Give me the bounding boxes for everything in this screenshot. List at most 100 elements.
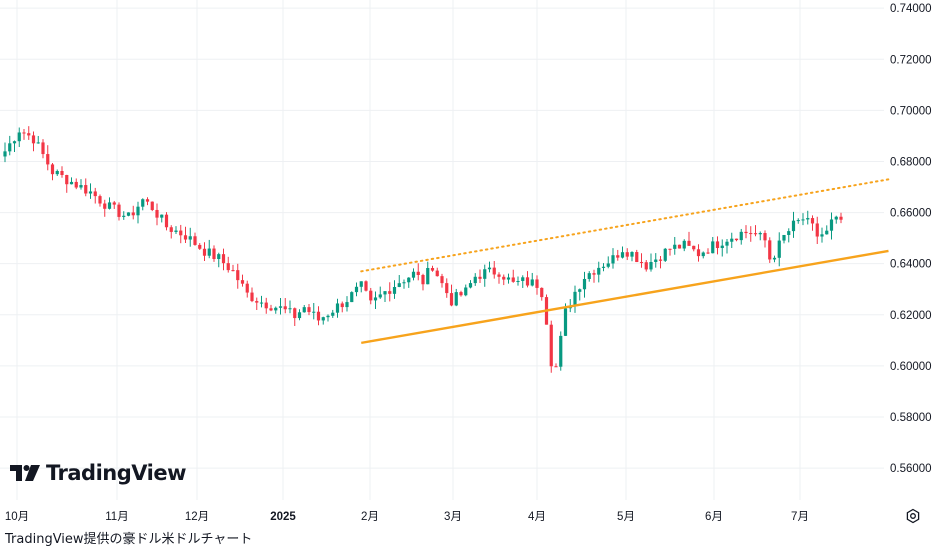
candle-body <box>530 279 534 286</box>
candle-body <box>17 132 21 142</box>
candle-body <box>506 277 511 280</box>
candle-body <box>259 302 264 304</box>
candle-body <box>88 191 93 194</box>
candle-body <box>369 290 373 301</box>
candle-body <box>559 335 563 367</box>
candle-body <box>820 234 824 237</box>
candle-body <box>715 241 720 249</box>
candle-body <box>478 276 482 279</box>
candle-body <box>639 262 644 264</box>
candle-body <box>392 286 397 294</box>
settings-icon[interactable] <box>905 508 921 524</box>
candle-body <box>331 312 335 316</box>
candle-body <box>112 202 116 205</box>
candle-body <box>226 263 230 271</box>
candle-body <box>540 287 544 298</box>
candle-body <box>644 262 648 270</box>
candle-body <box>8 143 12 152</box>
candle-body <box>202 248 207 256</box>
candle-body <box>711 241 715 254</box>
candle-body <box>50 164 55 175</box>
candle-body <box>169 227 173 232</box>
candle-body <box>354 286 359 293</box>
x-tick-label: 11月 <box>105 511 128 523</box>
candle-body <box>791 220 796 232</box>
candle-body <box>27 133 31 136</box>
candle-body <box>649 262 653 270</box>
candle-body <box>839 216 843 220</box>
candle-body <box>787 231 791 235</box>
candle-body <box>502 276 506 280</box>
candle-body <box>373 297 378 301</box>
candle-body <box>487 267 492 270</box>
trendlines <box>360 178 890 345</box>
candle-body <box>22 132 26 134</box>
candle-body <box>829 219 834 231</box>
candle-body <box>744 231 748 234</box>
candle-body <box>768 240 772 260</box>
y-tick-label: 0.68000 <box>890 156 932 168</box>
candle-body <box>297 312 302 319</box>
candle-body <box>511 277 515 282</box>
y-tick-label: 0.56000 <box>890 463 932 475</box>
candle-body <box>126 212 131 216</box>
candle-body <box>359 281 363 287</box>
candle-body <box>454 292 458 306</box>
tradingview-logo-icon <box>10 465 40 481</box>
candle-body <box>117 204 121 217</box>
candle-body <box>174 230 178 232</box>
candle-body <box>449 293 454 306</box>
candle-body <box>516 280 520 282</box>
candle-body <box>430 268 435 271</box>
candle-body <box>145 199 150 202</box>
candle-body <box>350 292 354 303</box>
candle-body <box>278 306 283 308</box>
candle-body <box>388 291 392 294</box>
candle-body <box>796 220 800 222</box>
y-tick-label: 0.70000 <box>890 105 932 117</box>
candle-body <box>654 259 658 263</box>
candle-body <box>815 223 819 237</box>
candle-body <box>188 236 192 240</box>
candle-body <box>739 231 743 241</box>
candle-body <box>150 201 154 210</box>
candle-body <box>535 279 539 288</box>
candle-body <box>74 181 78 188</box>
candle-body <box>283 306 287 310</box>
candle-body <box>236 270 240 281</box>
candle-body <box>730 238 734 242</box>
candle-body <box>668 248 672 250</box>
candle-body <box>687 240 691 246</box>
candle-body <box>255 301 259 303</box>
candle-body <box>179 230 183 236</box>
candle-body <box>635 252 639 263</box>
candle-body <box>468 283 473 288</box>
x-tick-label: 2025 <box>270 511 296 523</box>
candle-body <box>122 215 126 217</box>
candle-body <box>525 277 530 286</box>
candle-body <box>753 233 758 235</box>
y-tick-label: 0.58000 <box>890 412 932 424</box>
candle-body <box>497 274 501 277</box>
candle-body <box>240 280 245 284</box>
candle-body <box>269 308 273 311</box>
candle-body <box>402 282 406 284</box>
support-trendline <box>361 249 889 345</box>
candle-body <box>611 255 615 264</box>
candle-body <box>155 209 159 218</box>
candle-body <box>316 311 321 321</box>
candle-body <box>416 271 420 275</box>
candle-body <box>673 244 677 249</box>
candle-body <box>782 234 786 241</box>
x-tick-label: 4月 <box>528 511 546 523</box>
candle-body <box>421 274 425 285</box>
candle-body <box>183 235 188 240</box>
candles <box>3 126 843 373</box>
candle-body <box>663 248 667 261</box>
chart-caption: TradingView提供の豪ドル米ドルチャート <box>5 532 253 547</box>
candle-body <box>46 154 50 165</box>
candle-body <box>302 307 306 313</box>
candle-body <box>340 303 344 308</box>
candle-body <box>758 233 762 235</box>
candle-body <box>777 240 781 258</box>
